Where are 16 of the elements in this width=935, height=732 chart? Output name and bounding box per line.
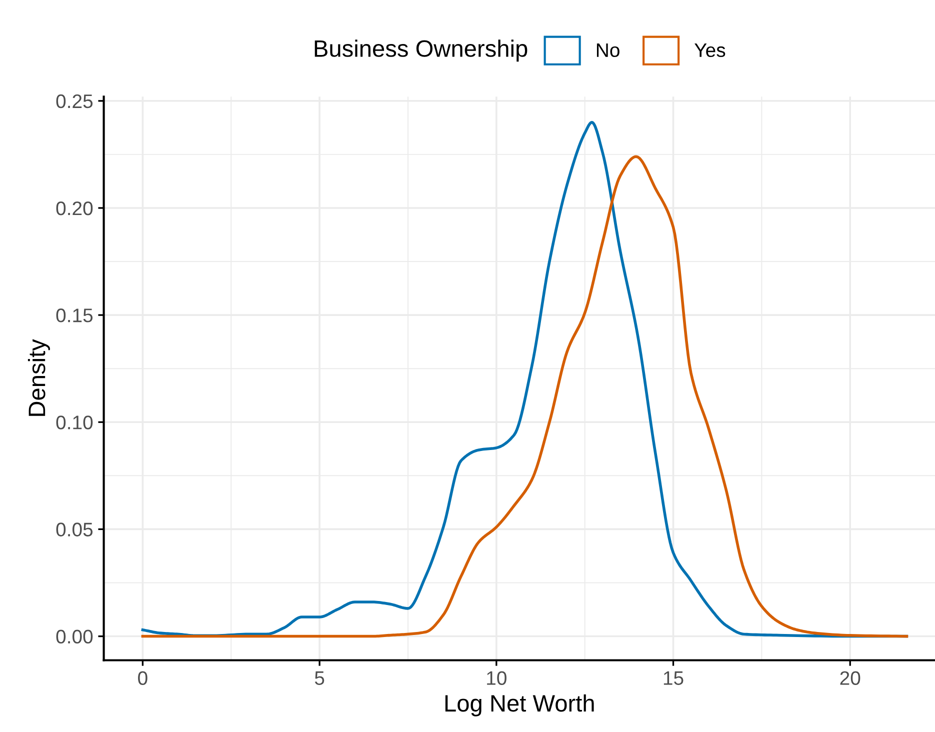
legend-label: Yes (694, 43, 726, 58)
y-tick-label: 0.00 (56, 630, 93, 644)
legend-label: No (596, 43, 620, 58)
x-tick-label: 10 (487, 671, 506, 685)
x-tick-label: 20 (840, 671, 860, 685)
y-tick-label: 0.15 (56, 308, 93, 322)
x-tick-label: 5 (314, 671, 324, 685)
y-tick-label: 0.10 (56, 416, 93, 430)
x-axis-title: Log Net Worth (445, 694, 594, 716)
x-tick-label: 15 (664, 671, 684, 685)
x-tick-label: 0 (138, 671, 148, 685)
y-axis-title: Density (28, 339, 50, 416)
y-tick-label: 0.20 (56, 201, 93, 216)
y-tick-label: 0.05 (56, 522, 93, 536)
y-tick-label: 0.25 (56, 94, 93, 108)
legend-title: Business Ownership (314, 40, 528, 62)
